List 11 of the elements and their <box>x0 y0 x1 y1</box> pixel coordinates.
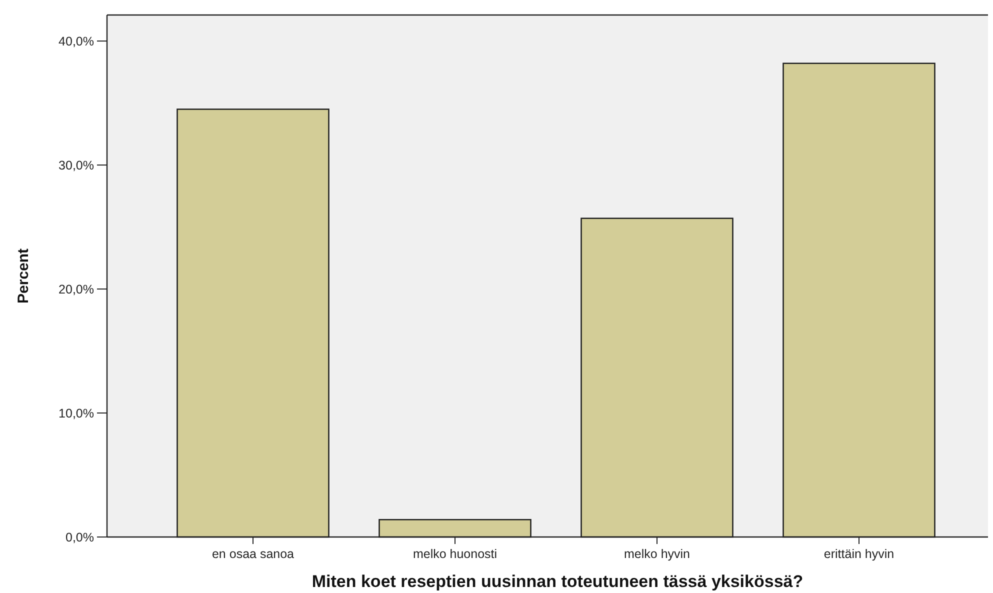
y-tick-label: 10,0% <box>58 406 94 420</box>
y-tick-label: 30,0% <box>58 158 94 172</box>
y-tick-label: 20,0% <box>58 282 94 296</box>
x-axis-title: Miten koet reseptien uusinnan toteutuneen tässä yksikössä? <box>312 572 804 591</box>
x-tick-label: melko hyvin <box>624 547 690 561</box>
x-tick-label: melko huonosti <box>412 547 498 561</box>
y-axis-title: Percent <box>15 248 32 304</box>
x-tick-label: en osaa sanoa <box>212 547 294 561</box>
x-tick-label: erittäin hyvin <box>824 547 894 561</box>
y-tick-label: 0,0% <box>66 530 94 544</box>
y-tick-label: 40,0% <box>58 34 94 48</box>
